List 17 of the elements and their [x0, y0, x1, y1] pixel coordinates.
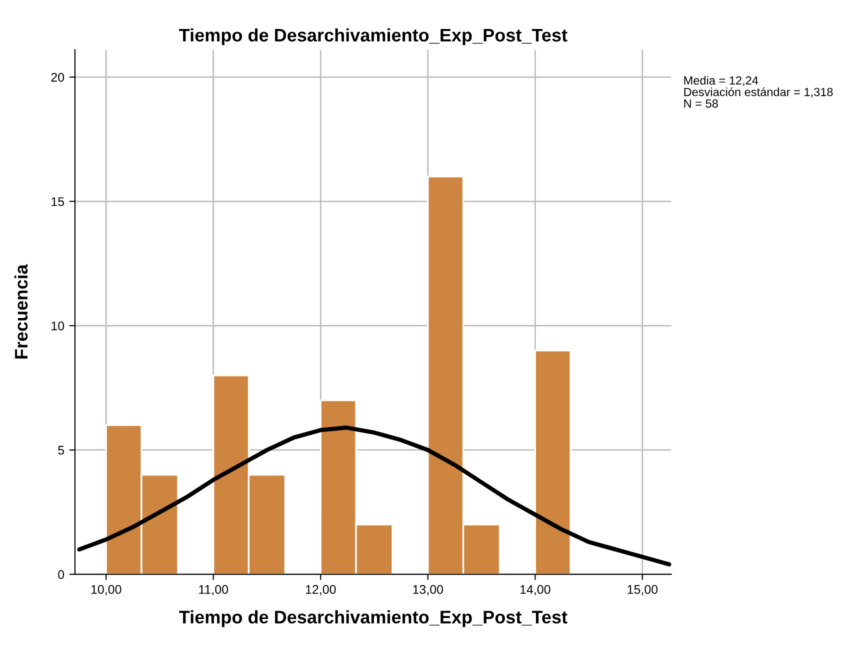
- x-tick-label: 12,00: [306, 585, 336, 596]
- x-tick-label: 11,00: [199, 585, 228, 596]
- y-axis-title: Frecuencia: [14, 264, 28, 358]
- text: N = 58: [684, 99, 718, 108]
- chart-title: Tiempo de Desarchivamiento_Exp_Post_Test: [179, 28, 568, 46]
- x-tick-label: 10,00: [91, 585, 122, 596]
- x-axis-title: Tiempo de Desarchivamiento_Exp_Post_Test: [179, 610, 568, 628]
- y-tick-label: 20: [51, 72, 64, 82]
- x-tick-label: 13,00: [413, 585, 444, 596]
- x-tick-label: 14,00: [520, 585, 550, 596]
- text: Desviación estándar = 1,318: [684, 87, 833, 98]
- text: Media = 12,24: [684, 76, 758, 86]
- y-tick-label: 5: [58, 446, 64, 455]
- y-tick-label: 10: [52, 321, 64, 330]
- y-tick-label: 0: [58, 570, 64, 579]
- x-tick-label: 15,00: [628, 585, 658, 596]
- y-tick-label: 15: [52, 197, 64, 206]
